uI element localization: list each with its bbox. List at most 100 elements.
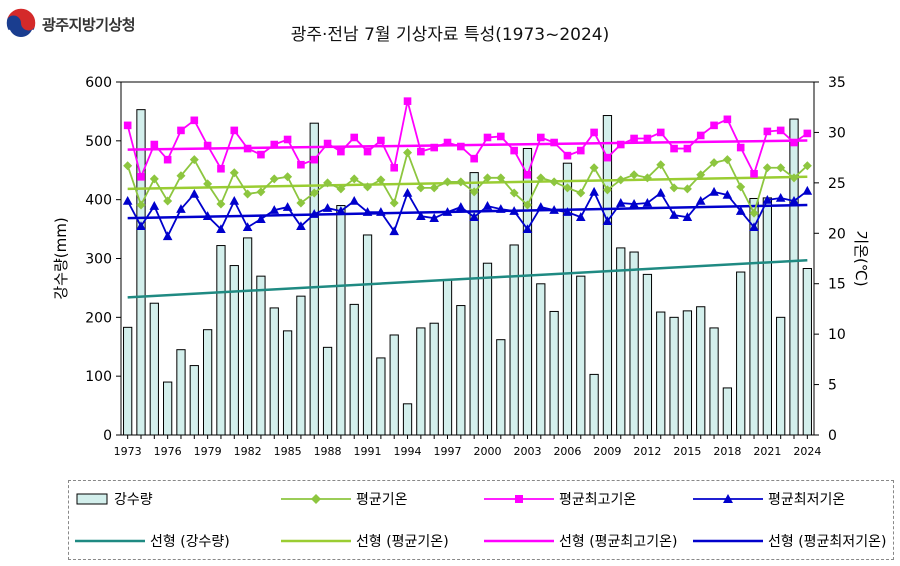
- data-point: [616, 175, 626, 185]
- precip-bar: [722, 387, 733, 436]
- precip-bar: [776, 316, 786, 436]
- data-point: [162, 231, 173, 241]
- data-point: [536, 133, 545, 142]
- data-point: [535, 202, 546, 211]
- precip-bar: [576, 275, 586, 436]
- data-point: [296, 198, 306, 208]
- data-point: [695, 196, 706, 205]
- data-point: [469, 187, 479, 197]
- legend-diamond-marker-icon: [281, 494, 351, 504]
- legend-item: 선형 (평균기온): [279, 531, 449, 551]
- data-point: [269, 205, 280, 214]
- data-point: [549, 205, 559, 214]
- data-point: [457, 142, 465, 151]
- data-point: [137, 173, 145, 181]
- y2-axis-label: 기온(℃): [852, 230, 870, 286]
- precip-bar: [749, 197, 759, 436]
- data-point: [550, 138, 558, 147]
- data-point: [443, 177, 453, 187]
- series-square: [123, 97, 812, 181]
- data-point: [629, 199, 639, 208]
- data-point: [602, 185, 612, 195]
- data-point: [149, 201, 160, 210]
- data-point: [376, 207, 386, 216]
- precip-bar: [616, 247, 626, 436]
- data-point: [389, 226, 400, 236]
- data-point: [256, 187, 266, 197]
- data-point: [122, 196, 133, 205]
- precip-bar: [149, 302, 159, 436]
- data-point: [429, 183, 439, 193]
- data-point: [576, 188, 586, 198]
- precip-bar: [789, 118, 799, 436]
- data-point: [349, 174, 359, 184]
- precip-bar: [123, 326, 133, 436]
- x-tick-label: 2024: [793, 445, 821, 458]
- data-point: [509, 206, 519, 215]
- y2-tick-label: 0: [828, 428, 837, 444]
- precip-bar: [602, 115, 613, 436]
- data-point: [203, 179, 213, 189]
- data-point: [696, 131, 705, 140]
- y-tick-label: 100: [85, 369, 112, 385]
- legend-item: 선형 (평균최고기온): [482, 531, 677, 551]
- data-point: [669, 183, 679, 193]
- data-point: [589, 163, 599, 173]
- x-tick-label: 1976: [154, 445, 182, 458]
- y2-tick-label: 30: [828, 125, 846, 141]
- legend-item: 선형 (강수량): [73, 531, 230, 551]
- precip-bar: [736, 271, 746, 436]
- precip-bar: [656, 311, 666, 436]
- data-point: [469, 212, 479, 221]
- data-point: [416, 183, 426, 193]
- precip-bar: [189, 365, 199, 436]
- precip-bars: [123, 109, 812, 436]
- data-point: [510, 146, 518, 155]
- series-line: [126, 149, 808, 216]
- data-point: [710, 121, 718, 130]
- precip-bar: [536, 283, 546, 436]
- data-point: [482, 173, 492, 183]
- data-point: [802, 161, 812, 171]
- data-point: [190, 116, 199, 125]
- data-point: [416, 211, 426, 220]
- precip-bar: [376, 357, 386, 436]
- data-point: [203, 141, 212, 150]
- y-tick-label: 600: [85, 75, 112, 91]
- data-point: [616, 140, 625, 149]
- taegeuk-emblem-icon: [5, 7, 37, 39]
- data-point: [576, 146, 585, 155]
- data-point: [656, 128, 665, 137]
- x-tick-label: 1991: [354, 445, 382, 458]
- data-point: [336, 184, 346, 194]
- data-point: [562, 183, 572, 193]
- data-point: [736, 182, 746, 192]
- data-point: [709, 186, 719, 196]
- data-point: [217, 164, 225, 173]
- legend-square-marker-icon: [484, 495, 554, 503]
- data-point: [176, 171, 186, 181]
- data-point: [189, 188, 200, 198]
- legend-label: 평균최저기온: [768, 492, 846, 508]
- data-point: [590, 128, 598, 137]
- legend-trend-swatch-icon: [281, 539, 351, 543]
- data-point: [522, 200, 532, 210]
- data-point: [309, 188, 319, 198]
- data-point: [243, 144, 252, 153]
- precip-bar: [362, 234, 373, 436]
- precip-bar: [669, 316, 679, 436]
- precip-bar: [442, 279, 453, 436]
- precip-bar: [456, 305, 466, 436]
- precip-bar: [269, 307, 279, 436]
- x-tick-label: 2009: [593, 445, 621, 458]
- precip-bar: [163, 381, 173, 436]
- legend-trend-swatch-icon: [693, 539, 763, 543]
- data-point: [322, 203, 333, 212]
- data-point: [376, 175, 386, 185]
- data-point: [163, 196, 173, 206]
- y-tick-label: 200: [85, 310, 112, 326]
- x-tick-label: 1994: [394, 445, 422, 458]
- data-point: [563, 151, 572, 160]
- precip-bar: [282, 330, 293, 436]
- x-tick-label: 1973: [114, 445, 142, 458]
